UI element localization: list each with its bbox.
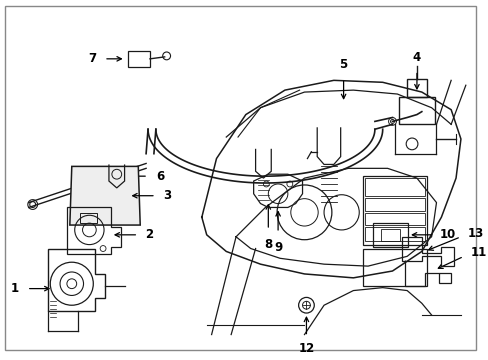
Bar <box>365 227 424 241</box>
Text: 5: 5 <box>339 58 347 71</box>
Bar <box>380 229 400 241</box>
Bar <box>363 248 426 286</box>
Text: 4: 4 <box>412 51 420 64</box>
Text: 11: 11 <box>470 246 486 259</box>
Text: 9: 9 <box>273 241 282 254</box>
Text: 10: 10 <box>439 228 455 241</box>
Text: 12: 12 <box>298 342 314 355</box>
Text: 8: 8 <box>264 238 272 251</box>
Bar <box>365 198 424 211</box>
Bar <box>399 97 434 124</box>
Text: 3: 3 <box>163 189 170 202</box>
Bar <box>128 51 150 67</box>
Text: 7: 7 <box>88 52 96 65</box>
Polygon shape <box>70 166 140 225</box>
Text: 6: 6 <box>156 170 164 183</box>
Bar <box>372 223 407 247</box>
Text: 1: 1 <box>11 282 19 295</box>
Bar <box>365 178 424 196</box>
Bar <box>365 213 424 225</box>
Text: 13: 13 <box>467 228 483 240</box>
Bar <box>407 79 426 97</box>
Text: 2: 2 <box>145 228 153 241</box>
Bar <box>363 176 426 244</box>
Bar <box>80 213 97 223</box>
